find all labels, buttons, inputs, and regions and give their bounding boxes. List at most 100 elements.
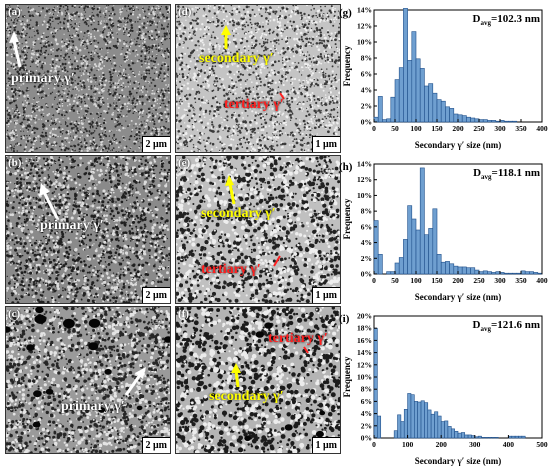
histogram-i-xtick-label: 400 [503, 440, 515, 449]
histogram-i-bar [414, 401, 418, 439]
histogram-i-bar [487, 437, 492, 439]
histogram-h-davg-annotation: Davg=118.1 nm [473, 167, 540, 181]
histogram-g-bar [449, 108, 455, 123]
histogram-g-xtick-label: 100 [410, 124, 422, 133]
panel-label-a: (a) [8, 6, 21, 18]
arrow-d [221, 25, 285, 100]
panel-label-f: (f) [178, 308, 189, 320]
histogram-g-bar [373, 116, 379, 123]
histogram-g-bar [386, 118, 392, 123]
annotation-primary-a: primary γ′ [11, 71, 75, 86]
histogram-h-xtick-label: 400 [536, 276, 548, 285]
histogram-i-ytick-label: 18% [357, 324, 372, 333]
histogram-h-bar [411, 218, 417, 275]
histogram-h-ytick-label: 14% [357, 160, 372, 169]
histogram-g-bar [411, 31, 417, 123]
histogram-i-ytick-label: 0% [361, 434, 372, 443]
histogram-h-panel-label: (h) [339, 161, 353, 173]
histogram-h-bar [474, 269, 480, 275]
histogram-h-bar [453, 265, 459, 275]
arrow-e [225, 175, 281, 267]
histogram-h-bar [487, 271, 492, 275]
histogram-h-bar [499, 272, 505, 275]
histogram-h-bar [516, 272, 522, 275]
arrow-f [231, 346, 309, 388]
histogram-h-bar [470, 267, 476, 275]
histogram-i-bar [407, 393, 412, 439]
texture-e [176, 156, 340, 303]
histogram-h-bar [386, 271, 392, 275]
histogram-h-ytick-label: 10% [357, 191, 372, 200]
histogram-h-ytick-label: 0% [361, 270, 372, 279]
histogram-i-ytick-label: 10% [357, 373, 372, 382]
histogram-i-bar [417, 401, 422, 439]
histogram-i-ytick-label: 4% [361, 409, 372, 418]
histogram-i-bar [450, 428, 455, 439]
histogram-g-ytick-label: 8% [361, 54, 372, 63]
histogram-g-xtick-label: 400 [536, 124, 548, 133]
histogram-h-ylabel: Frequency [342, 198, 352, 239]
histogram-g-xtick-label: 50 [391, 124, 399, 133]
histogram-h-bar [424, 234, 429, 275]
histogram-g-xtick-label: 300 [494, 124, 506, 133]
scalebar-label-a: 2 μm [141, 136, 170, 152]
histogram-h-bar [445, 261, 450, 275]
histogram-i-bar [437, 415, 442, 439]
histogram-h-bar [520, 270, 526, 275]
histogram-g-bar [478, 119, 484, 123]
histogram-i-xtick-label: 100 [402, 440, 414, 449]
panel-label-e: (e) [178, 157, 191, 169]
histogram-h-bar [524, 271, 530, 275]
histogram-g-ytick-label: 12% [357, 22, 372, 31]
histogram-g-bar [407, 60, 413, 123]
scalebar-label-d: 1 μm [311, 136, 340, 152]
histogram-h-bar [495, 271, 501, 275]
histogram-h-xtick-label: 100 [410, 276, 422, 285]
histogram-i-ylabel: Frequency [342, 356, 352, 397]
histogram-g-bar [461, 115, 467, 123]
histogram-g-ytick-label: 14% [357, 6, 372, 15]
histogram-g-bar [424, 85, 429, 123]
texture-c [6, 307, 170, 453]
histogram-g-ytick-label: 4% [361, 86, 372, 95]
histogram-h-bar [373, 220, 379, 275]
histogram-h-bar [508, 272, 513, 275]
histogram-i-ytick-label: 2% [361, 421, 372, 430]
histogram-i-panel-label: (i) [339, 313, 350, 325]
histogram-h-xtick-label: 350 [515, 276, 527, 285]
histogram-i-bar [491, 437, 496, 439]
micrograph-f: (f) tertiary γ′ secondary γ′ 1 μm [175, 306, 341, 454]
histogram-g-ylabel: Frequency [342, 45, 352, 86]
histogram-i-bar [508, 435, 513, 439]
histogram-i-bar [400, 421, 405, 439]
histogram-g-bar [457, 114, 463, 123]
histogram-g: 0% 2% 4% 6% 8% 10% 12% 14% 0 50 100 150 200 250 300 350… [339, 2, 550, 154]
histogram-i-ytick-label: 14% [357, 348, 372, 357]
histogram-g-xtick-label: 200 [452, 124, 464, 133]
histogram-g-bar [491, 120, 497, 123]
histogram-g-bar [453, 113, 459, 123]
histogram-h-bar [407, 205, 413, 275]
annotation-secondary-e: secondary γ′ [201, 206, 276, 221]
texture-d [176, 5, 340, 152]
histogram-i-bar [420, 400, 425, 439]
histogram-g-ytick-label: 2% [361, 102, 372, 111]
micrograph-a: (a) primary γ′ 2 μm [5, 4, 171, 153]
texture-b [6, 156, 170, 303]
histogram-i-ytick-label: 16% [357, 336, 372, 345]
annotation-secondary-f: secondary γ′ [209, 389, 284, 404]
histogram-h-bar [457, 266, 463, 275]
arrow-c [124, 367, 146, 396]
histogram-h-ytick-label: 6% [361, 222, 372, 231]
histogram-i-bar [511, 435, 516, 439]
histogram-i-bar [447, 426, 452, 439]
histogram-i-bar [471, 435, 476, 439]
histogram-g-bar [445, 106, 450, 123]
histogram-i-bar [467, 434, 472, 439]
histogram-h-bar [512, 272, 518, 275]
histogram-g-bar [398, 67, 404, 123]
histogram-h-bar [533, 272, 539, 275]
histogram-h-svg: 0% 2% 4% 6% 8% 10% 12% 14% 0 50 100 150 200 250 300 350… [339, 160, 548, 303]
histogram-h-xtick-label: 0 [372, 276, 376, 285]
